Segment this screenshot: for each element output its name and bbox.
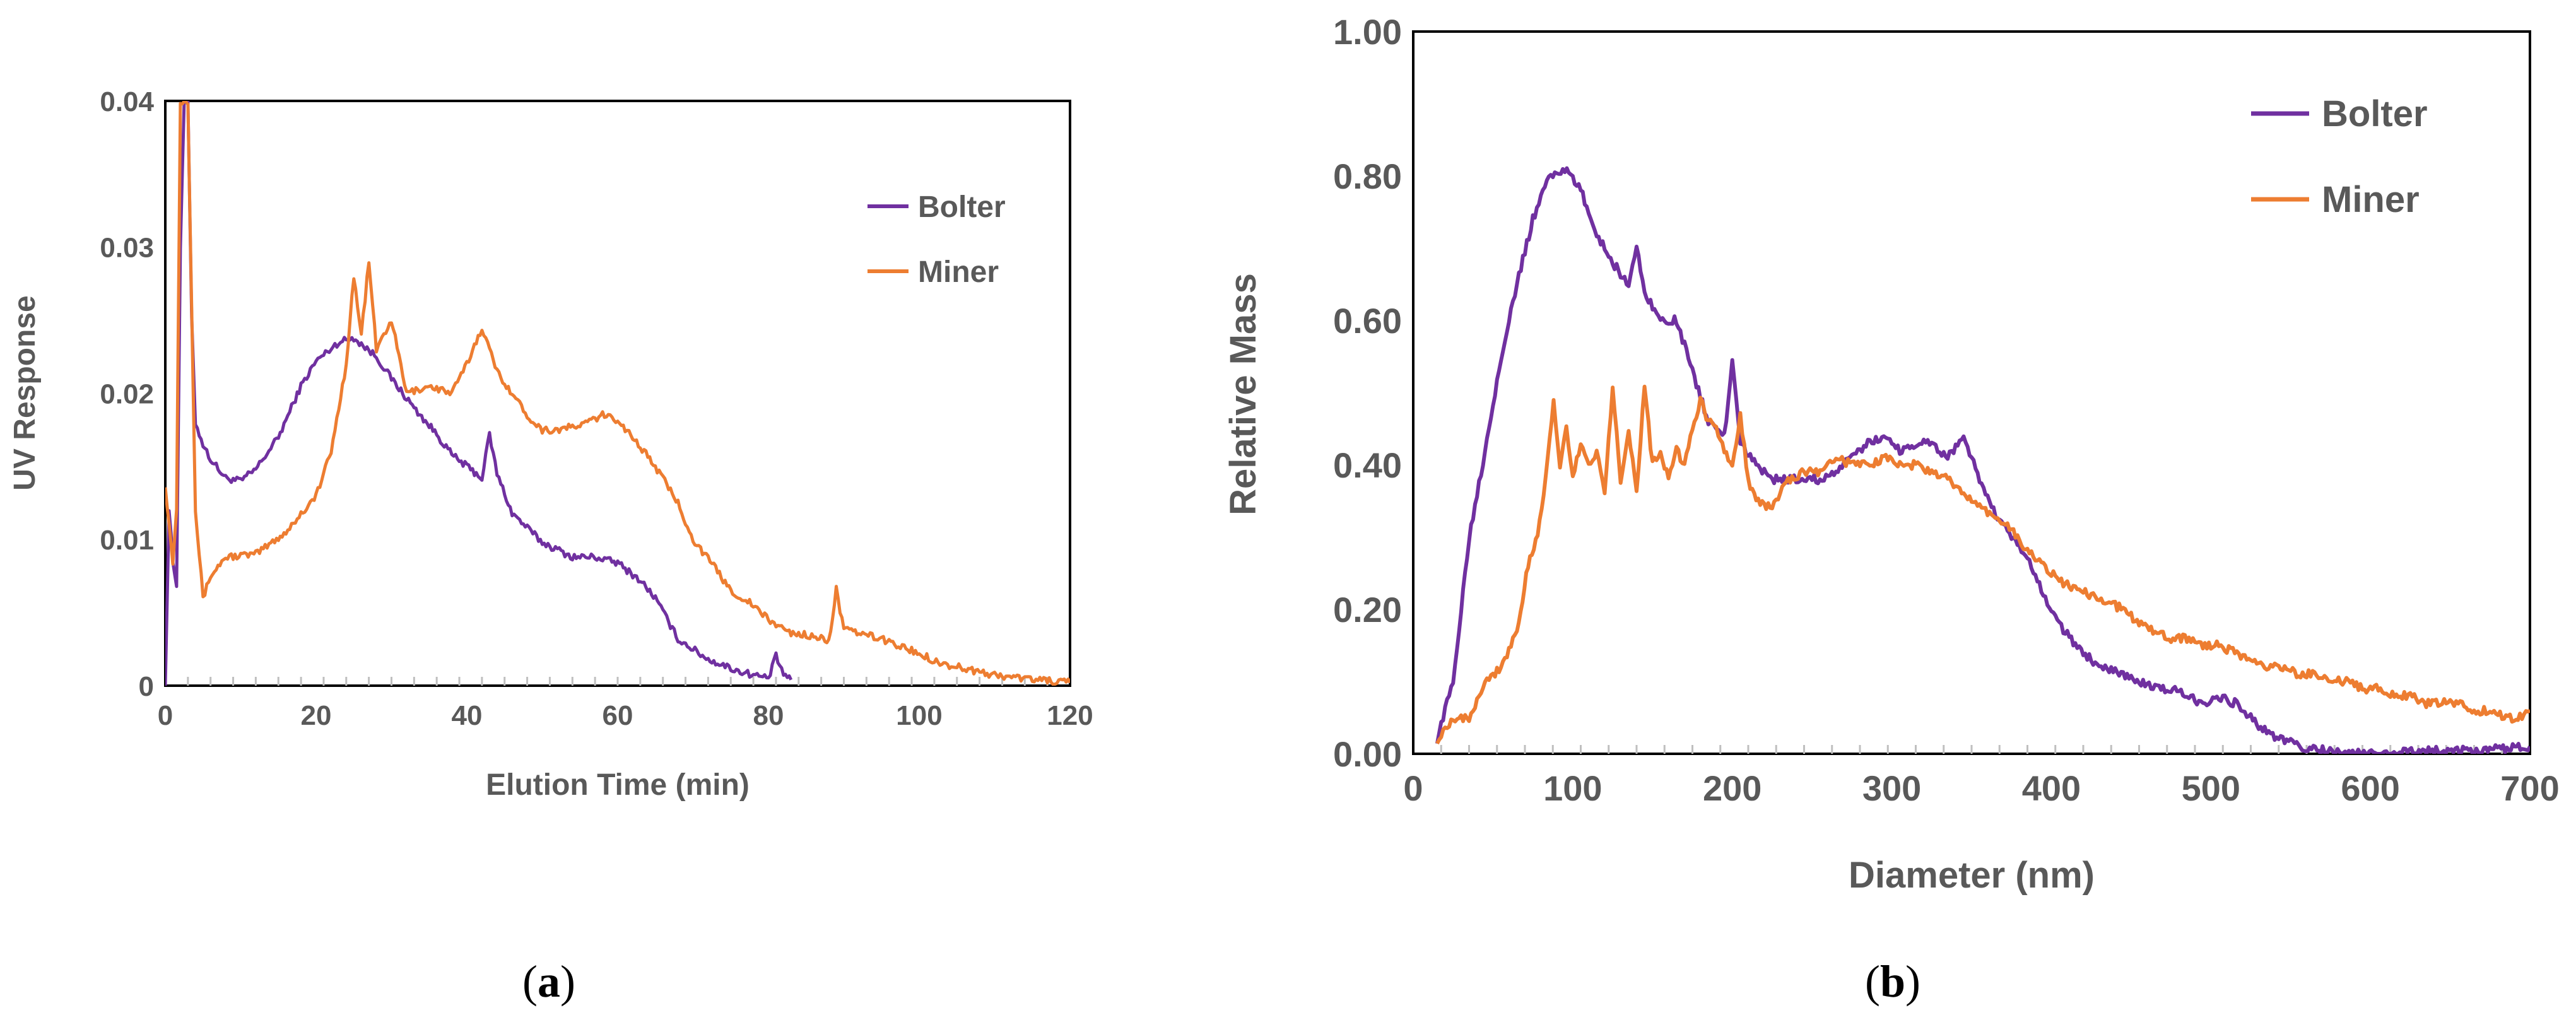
panel-letter-a: a — [538, 956, 560, 1007]
y-tick-labels-b: 0.00 0.20 0.40 0.60 0.80 1.00 — [1333, 12, 1402, 774]
chart-panel-b: 0 100 200 300 400 500 600 700 0.000.200.400.600… — [1223, 12, 2560, 1007]
y-axis-title-a: UV Response — [8, 295, 42, 490]
x-tick-label: 60 — [603, 700, 633, 731]
y-tick-label: 0.02 — [100, 378, 154, 409]
x-tick-label: 400 — [2022, 768, 2081, 808]
y-tick-label: 0.00 — [1333, 734, 1402, 774]
x-tick-label: 600 — [2341, 768, 2399, 808]
panel-label-a: (a) — [522, 956, 575, 1007]
x-axis-title-a: Elution Time (min) — [486, 768, 750, 802]
plot-area-b — [1412, 30, 2531, 755]
panel-letter-b: b — [1880, 956, 1905, 1007]
x-tick-label: 300 — [1862, 768, 1921, 808]
series-line-miner — [1435, 384, 2530, 745]
y-tick-label: 0.60 — [1333, 301, 1402, 341]
legend-b: Bolter Miner — [2251, 93, 2428, 220]
y-tick-label: 0.80 — [1333, 156, 1402, 196]
y-tick-labels-a: 0 0.01 0.02 0.03 0.04 — [100, 86, 154, 702]
x-tick-label: 120 — [1047, 700, 1093, 731]
x-tick-label: 100 — [1543, 768, 1602, 808]
x-tick-label: 0 — [1403, 768, 1423, 808]
x-tick-label: 40 — [452, 700, 483, 731]
legend-label-miner-b: Miner — [2322, 179, 2420, 220]
legend-label-bolter-a: Bolter — [918, 191, 1006, 224]
y-tick-label: 0.04 — [100, 86, 154, 117]
x-tick-label: 200 — [1703, 768, 1761, 808]
plot-area-a — [164, 100, 1071, 687]
x-tick-label: 20 — [301, 700, 332, 731]
chart-panel-a: 0 20 40 60 80 100 120 0 0.01 0.02 0.03 0.04 Elutio… — [8, 86, 1093, 1007]
x-tick-labels-a: 0 20 40 60 80 100 120 — [158, 700, 1093, 731]
legend-label-miner-a: Miner — [918, 255, 999, 289]
y-tick-label: 0.20 — [1333, 590, 1402, 630]
series-line-miner — [165, 101, 1070, 686]
y-tick-label: 1.00 — [1333, 12, 1402, 52]
y-tick-label: 0.03 — [100, 233, 154, 264]
y-tick-label: 0.40 — [1333, 445, 1402, 485]
series-line-bolter — [165, 101, 793, 686]
x-tick-labels-b: 0 100 200 300 400 500 600 700 — [1403, 768, 2559, 808]
panel-label-b: (b) — [1865, 956, 1920, 1007]
series-group-b — [1435, 166, 2530, 754]
y-tick-label: 0 — [139, 671, 154, 702]
y-axis-title-b: Relative Mass — [1223, 273, 1264, 515]
series-group-a — [165, 101, 1070, 686]
x-tick-label: 100 — [896, 700, 942, 731]
series-line-bolter — [1435, 166, 2530, 754]
x-axis-title-b: Diameter (nm) — [1849, 855, 2095, 896]
y-tick-label: 0.01 — [100, 525, 154, 556]
x-tick-label: 0 — [158, 700, 173, 731]
x-tick-label: 80 — [753, 700, 784, 731]
legend-a: Bolter Miner — [867, 191, 1006, 289]
legend-label-bolter-b: Bolter — [2322, 93, 2428, 134]
x-tick-label: 700 — [2500, 768, 2559, 808]
x-tick-label: 500 — [2182, 768, 2240, 808]
